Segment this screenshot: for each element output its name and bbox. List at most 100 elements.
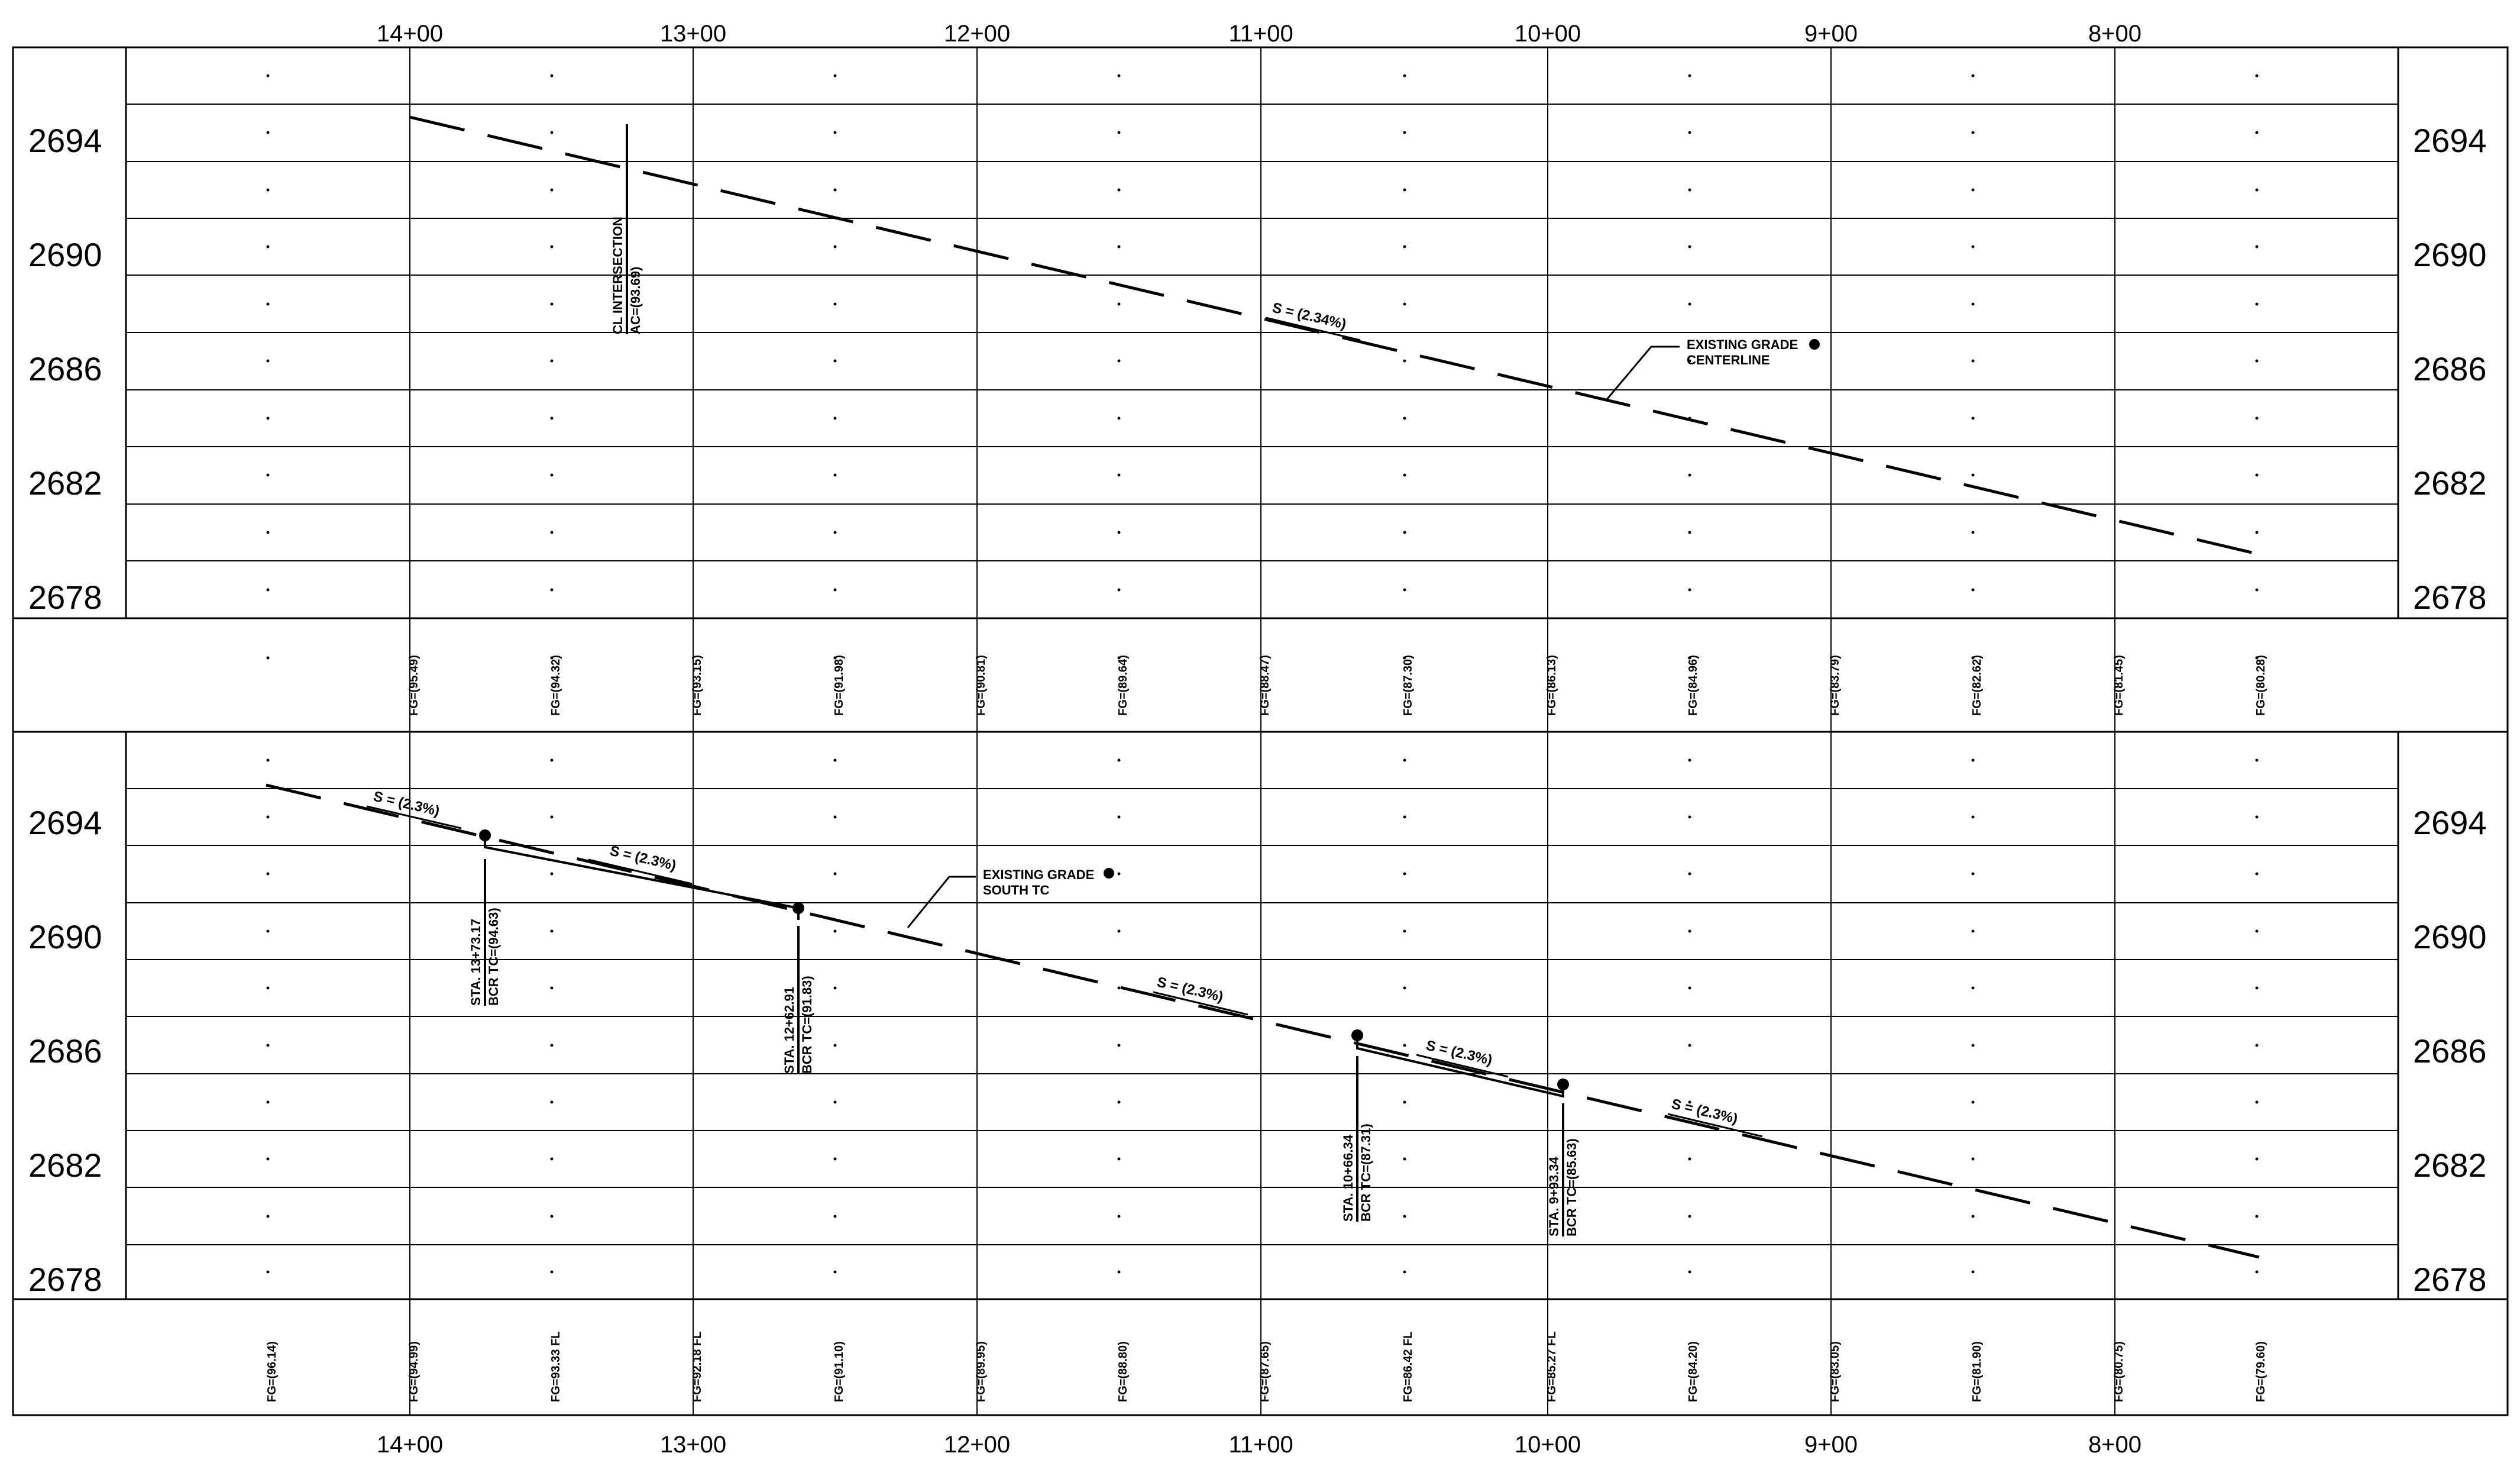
grid-dot [2255, 245, 2259, 248]
grid-dot [833, 986, 837, 990]
fg-label: FG=92.18 FL [691, 1332, 704, 1403]
grid-dot [1403, 656, 1406, 660]
grid-dot [1117, 815, 1121, 819]
bcr-point [792, 902, 804, 914]
bcr-callout: BCR TC=(91.83) [800, 976, 814, 1074]
grid-dot [2255, 531, 2259, 534]
existing-grade-south-tc [266, 783, 2260, 1259]
grid-dot [1403, 929, 1406, 933]
fg-label: FG=(95.49) [407, 655, 420, 716]
grid-dot [266, 1270, 270, 1274]
grid-dot [550, 656, 554, 660]
station-label: 10+00 [1515, 21, 1581, 47]
grid-dot [550, 1215, 554, 1218]
grid-dot [1688, 929, 1691, 933]
grid-dot [1971, 359, 1975, 363]
existing-grade-label: EXISTING GRADE [1687, 337, 1798, 352]
grid-dot [2255, 416, 2259, 420]
grid-dot [833, 245, 837, 248]
grid-dot [266, 359, 270, 363]
grid-dot [1688, 1270, 1691, 1274]
elevation-label: 2690 [28, 918, 102, 955]
slope-markers [366, 805, 1763, 1138]
fg-label: FG=(86.13) [1545, 655, 1558, 716]
grid-dot [2255, 656, 2259, 660]
grid-dot [266, 473, 270, 477]
grid-dot [1688, 74, 1691, 78]
grid-dot [1403, 416, 1406, 420]
station-label: 13+00 [660, 1432, 726, 1458]
grid-dot [1117, 302, 1121, 306]
grid-dot [550, 758, 554, 762]
station-label: 11+00 [1228, 1432, 1293, 1458]
grid-dot [1688, 1215, 1691, 1218]
grid-dot [550, 872, 554, 876]
grid-dot [833, 302, 837, 306]
grid-dot [2255, 473, 2259, 477]
grid-dot [266, 758, 270, 762]
grid-dot [1117, 531, 1121, 534]
fg-label: FG=(89.64) [1117, 655, 1130, 716]
grid-dot [1971, 416, 1975, 420]
grid-dot [1403, 473, 1406, 477]
grid-dot [1688, 872, 1691, 876]
grid-dot [550, 416, 554, 420]
fg-label: FG=(94.32) [549, 655, 562, 716]
grid-dot [2255, 131, 2259, 134]
grid-dot [1688, 1100, 1691, 1104]
grid-dot [1971, 656, 1975, 660]
grid-dot [833, 416, 837, 420]
intersection-label: AC=(93.69) [628, 267, 643, 334]
grid-dot [550, 245, 554, 248]
fg-label: FG=(96.14) [266, 1341, 279, 1402]
grid-dot [1971, 131, 1975, 134]
fg-label: FG=(90.81) [975, 655, 988, 716]
middle-fg-labels: FG=(95.49) FG=(94.32) FG=(93.15) FG=(91.… [407, 655, 2267, 716]
bcr-callout: STA. 9+93.34 [1547, 1157, 1561, 1236]
grid-dot [833, 1157, 837, 1161]
elevation-label: 2678 [2413, 1261, 2487, 1298]
elevation-label: 2686 [2413, 1032, 2487, 1070]
grid-dot [1117, 758, 1121, 762]
grid-dot [266, 245, 270, 248]
existing-grade-leader [1606, 345, 1680, 400]
grid-dot [1688, 656, 1691, 660]
grid-dot [266, 1100, 270, 1104]
elevation-label: 2678 [28, 579, 102, 616]
existing-grade-leader [907, 876, 976, 928]
grid-dot [1117, 74, 1121, 78]
slope-marker [1667, 1113, 1763, 1138]
elevation-label: 2686 [2413, 350, 2487, 388]
fg-label: FG=(80.75) [2113, 1341, 2126, 1402]
grid-dot [1117, 1270, 1121, 1274]
grid-dot [1971, 1157, 1975, 1161]
grid-dot [550, 531, 554, 534]
grid-dot [1117, 473, 1121, 477]
elevation-labels-top-left: 2694 2690 2686 2682 2678 [28, 122, 102, 616]
fg-label: FG=93.33 FL [549, 1332, 562, 1403]
grid-dot [2255, 929, 2259, 933]
bcr-callout: BCR TC=(87.31) [1358, 1123, 1373, 1222]
station-labels-top: 14+00 13+00 12+00 11+00 10+00 9+00 8+00 [377, 21, 2141, 47]
grid-dot [1688, 188, 1691, 192]
existing-grade-bullet [1104, 868, 1114, 879]
grid-dot [1403, 758, 1406, 762]
grid-dot [550, 588, 554, 592]
grid-dot [1688, 815, 1691, 819]
grid-dot [1403, 131, 1406, 134]
fg-label: FG=(88.80) [1117, 1341, 1130, 1402]
grid-dot [1688, 531, 1691, 534]
grid-dot [1688, 473, 1691, 477]
grid-dot [1688, 986, 1691, 990]
station-label: 8+00 [2088, 21, 2141, 47]
grid-dot [833, 188, 837, 192]
grid-dot [1117, 416, 1121, 420]
grid-dot [1971, 245, 1975, 248]
elevation-labels-bottom-left: 2694 2690 2686 2682 2678 [28, 804, 102, 1298]
elevation-label: 2682 [2413, 464, 2487, 502]
fg-label: FG=(82.62) [1971, 655, 1984, 716]
grid-dot [550, 74, 554, 78]
grid-dot [833, 74, 837, 78]
bcr-callout: STA. 13+73.17 [468, 919, 483, 1006]
existing-grade-label: CENTERLINE [1687, 353, 1770, 367]
